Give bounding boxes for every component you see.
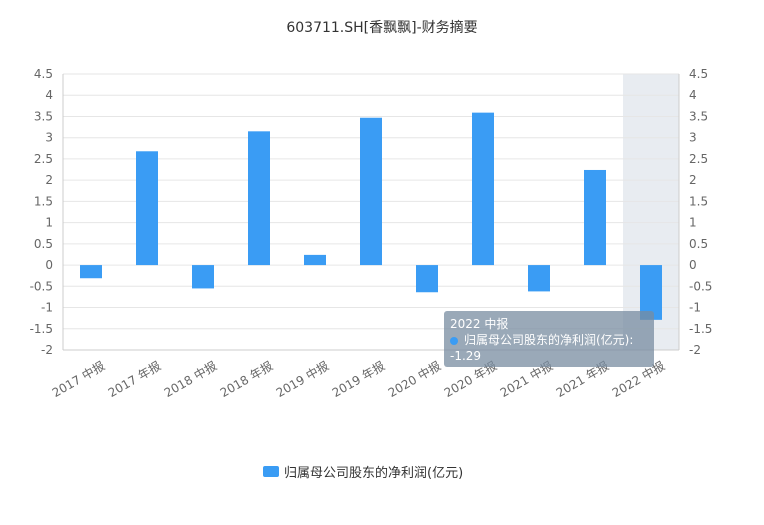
x-tick-label: 2018 年报 — [217, 358, 275, 400]
y-tick-label-left: 2.5 — [34, 152, 53, 166]
y-tick-label-right: 1 — [689, 216, 697, 230]
y-tick-label-right: 2.5 — [689, 152, 708, 166]
y-tick-label-right: 2 — [689, 173, 697, 187]
bar — [192, 265, 214, 289]
y-tick-label-right: 4 — [689, 88, 697, 102]
y-tick-label-left: -1.5 — [30, 322, 53, 336]
bar — [416, 265, 438, 293]
tooltip-value: -1.29 — [450, 349, 482, 363]
bar — [640, 265, 662, 320]
bar — [472, 112, 494, 266]
y-tick-label-left: 0.5 — [34, 237, 53, 251]
y-tick-label-left: -1 — [41, 301, 53, 315]
x-tick-label: 2017 年报 — [105, 358, 163, 400]
tooltip-title: 2022 中报 — [450, 317, 509, 331]
bar — [80, 265, 102, 279]
y-tick-label-left: 4 — [45, 88, 53, 102]
tooltip-series-row: 归属母公司股东的净利润(亿元): — [450, 332, 648, 348]
legend-label: 归属母公司股东的净利润(亿元) — [284, 465, 464, 481]
y-tick-label-left: 0 — [45, 258, 53, 272]
tooltip: 2022 中报 归属母公司股东的净利润(亿元): -1.29 — [444, 311, 654, 367]
y-tick-label-left: 3 — [45, 131, 53, 145]
x-tick-label: 2020 中报 — [385, 358, 443, 400]
y-tick-label-left: 3.5 — [34, 109, 53, 123]
series-dot-icon — [450, 336, 458, 345]
y-tick-label-left: 2 — [45, 173, 53, 187]
bar — [136, 151, 158, 266]
y-tick-label-right: 1.5 — [689, 194, 708, 208]
x-tick-label: 2019 中报 — [273, 358, 331, 400]
y-tick-label-right: -1 — [689, 301, 701, 315]
tooltip-series-label: 归属母公司股东的净利润(亿元): — [464, 333, 634, 347]
bar — [584, 169, 606, 266]
bar — [304, 254, 326, 266]
chart-title: 603711.SH[香飘飘]-财务摘要 — [286, 20, 478, 36]
bar — [528, 265, 550, 292]
y-tick-label-left: 4.5 — [34, 67, 53, 81]
legend[interactable]: 归属母公司股东的净利润(亿元) — [263, 462, 464, 481]
y-tick-label-right: 4.5 — [689, 67, 708, 81]
bar — [360, 117, 382, 266]
y-tick-label-left: 1.5 — [34, 194, 53, 208]
y-tick-label-right: -2 — [689, 343, 701, 357]
y-tick-label-right: -0.5 — [689, 279, 712, 293]
y-tick-label-left: -0.5 — [30, 279, 53, 293]
x-tick-label: 2019 年报 — [329, 358, 387, 400]
y-tick-label-right: -1.5 — [689, 322, 712, 336]
y-tick-label-right: 3.5 — [689, 109, 708, 123]
y-tick-label-left: 1 — [45, 216, 53, 230]
legend-swatch — [263, 465, 279, 477]
y-tick-label-right: 3 — [689, 131, 697, 145]
x-tick-label: 2018 中报 — [161, 358, 219, 400]
x-tick-label: 2017 中报 — [49, 358, 107, 400]
y-tick-label-left: -2 — [41, 343, 53, 357]
y-tick-label-right: 0.5 — [689, 237, 708, 251]
bar — [248, 131, 270, 266]
y-tick-label-right: 0 — [689, 258, 697, 272]
